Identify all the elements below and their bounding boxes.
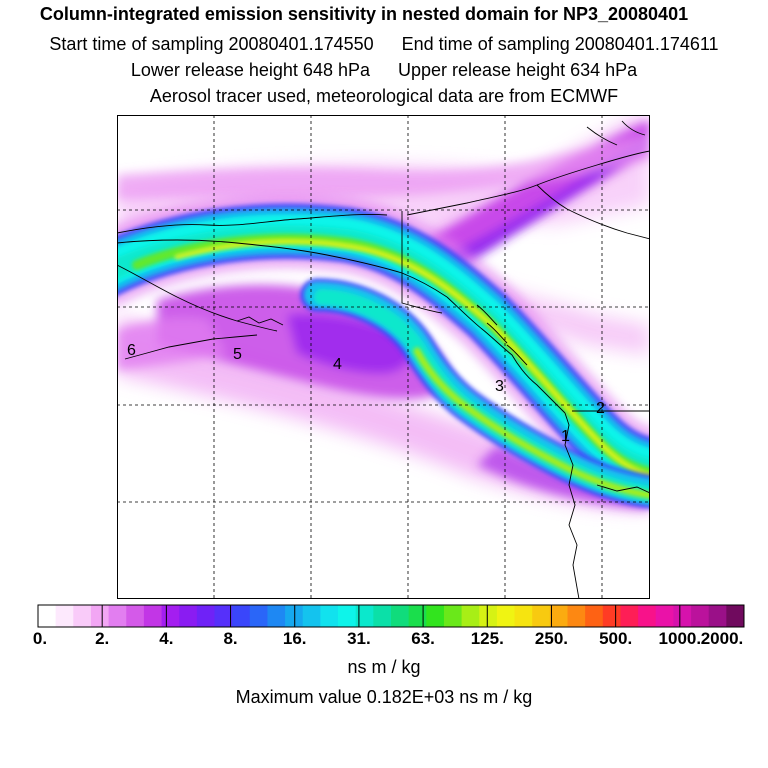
colorbar-segment: [514, 605, 533, 627]
colorbar-segment: [655, 605, 674, 627]
main-plume: [117, 194, 650, 503]
colorbar-segment: [373, 605, 392, 627]
colorbar-segment: [726, 605, 745, 627]
colorbar-tick-label: 63.: [411, 629, 435, 648]
region-label-5: 5: [233, 346, 242, 363]
colorbar-segment: [249, 605, 268, 627]
colorbar-tick-label: 0.: [32, 629, 48, 648]
colorbar-segment: [320, 605, 339, 627]
region-label-1: 1: [561, 428, 570, 445]
colorbar-segment: [179, 605, 198, 627]
upper-release-height: Upper release height 634 hPa: [398, 60, 638, 80]
colorbar-segment: [126, 605, 145, 627]
colorbar-segment: [479, 605, 498, 627]
colorbar-segment: [73, 605, 92, 627]
colorbar-segment: [214, 605, 233, 627]
maximum-value: Maximum value 0.182E+03 ns m / kg: [235, 687, 533, 707]
colorbar-segment: [285, 605, 304, 627]
colorbar-tick-label: 2.: [95, 629, 110, 648]
colorbar-segment: [673, 605, 692, 627]
region-label-4: 4: [333, 356, 342, 373]
colorbar-segment: [90, 605, 109, 627]
colorbar-segment: [602, 605, 621, 627]
colorbar-segment: [232, 605, 251, 627]
colorbar-segment: [391, 605, 410, 627]
colorbar-segment: [638, 605, 657, 627]
colorbar-tick-label: 2000.: [700, 629, 744, 648]
colorbar-segment: [355, 605, 374, 627]
colorbar-segment: [161, 605, 180, 627]
colorbar-segment: [302, 605, 321, 627]
colorbar-segment: [708, 605, 727, 627]
colorbar-segment: [585, 605, 604, 627]
colorbar-frame: [37, 604, 745, 628]
map-border: [117, 115, 650, 599]
colorbar-segment: [426, 605, 445, 627]
colorbar-segment: [267, 605, 286, 627]
colorbar-segment: [55, 605, 74, 627]
tracer-info: Aerosol tracer used, meteorological data…: [149, 86, 619, 106]
colorbar-tick-label: 500.: [599, 629, 633, 648]
colorbar-segment: [691, 605, 710, 627]
colorbar-segment: [567, 605, 586, 627]
colorbar-tick-label: 125.: [470, 629, 504, 648]
lower-release-height: Lower release height 648 hPa: [130, 60, 370, 80]
colorbar-segment: [143, 605, 162, 627]
colorbar-segment: [408, 605, 427, 627]
colorbar-segment: [461, 605, 480, 627]
colorbar-segment: [338, 605, 357, 627]
coastlines: [117, 120, 650, 599]
emission-sensitivity-map: 6 5 4 3 2 1: [117, 115, 650, 599]
colorbar-segment: [443, 605, 462, 627]
colorbar-segment: [549, 605, 568, 627]
colorbar-segment: [620, 605, 639, 627]
end-time: End time of sampling 20080401.174611: [401, 34, 719, 54]
region-label-2: 2: [596, 400, 605, 417]
map-panel: 6 5 4 3 2 1: [117, 115, 650, 599]
region-label-6: 6: [127, 342, 136, 359]
colorbar-segment: [196, 605, 215, 627]
colorbar-units: ns m / kg: [347, 657, 421, 677]
graticule: [117, 115, 650, 599]
colorbar: [37, 604, 745, 628]
colorbar-segment: [532, 605, 551, 627]
colorbar-segment: [496, 605, 515, 627]
northern-plume-branch: [117, 120, 650, 275]
colorbar-tick-label: 16.: [282, 629, 307, 648]
sampling-times: Start time of sampling 20080401.174550 En…: [0, 34, 768, 55]
release-heights: Lower release height 648 hPa Upper releas…: [0, 60, 768, 81]
start-time: Start time of sampling 20080401.174550: [49, 34, 374, 54]
colorbar-tick-label: 250.: [534, 629, 568, 648]
region-number-labels: 6 5 4 3 2 1: [127, 342, 605, 445]
colorbar-tick-label: 1000.: [658, 629, 702, 648]
colorbar-tick-label: 4.: [159, 629, 174, 648]
colorbar-tick-label: 31.: [347, 629, 371, 648]
colorbar-segment: [108, 605, 127, 627]
plot-title: Column-integrated emission sensitivity i…: [39, 4, 689, 24]
colorbar-segment: [38, 605, 57, 627]
region-label-3: 3: [495, 378, 504, 395]
colorbar-tick-label: 8.: [223, 629, 238, 648]
